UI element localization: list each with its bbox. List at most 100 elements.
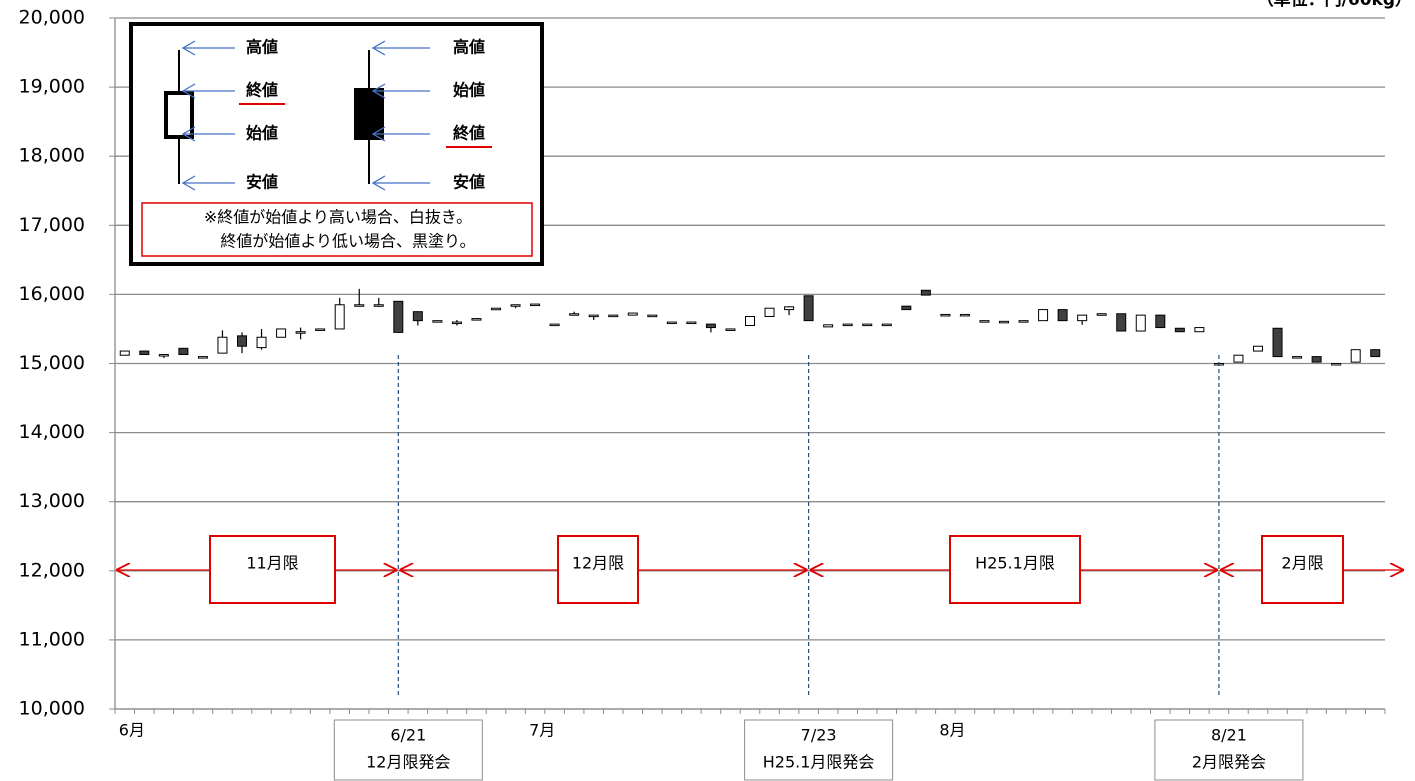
candle-body bbox=[920, 289, 931, 296]
y-tick-label: 11,000 bbox=[19, 628, 85, 650]
candle-body bbox=[764, 307, 775, 318]
candle-body bbox=[608, 314, 619, 318]
candle-body bbox=[803, 295, 814, 322]
x-tick-label: 6月 bbox=[119, 721, 145, 740]
candle-body bbox=[451, 321, 462, 325]
candle-body bbox=[549, 323, 560, 327]
y-tick-label: 10,000 bbox=[19, 698, 85, 720]
candle-body bbox=[334, 304, 345, 330]
candle-body bbox=[979, 320, 990, 323]
candle-body bbox=[1174, 327, 1185, 333]
legend-label: 終値 bbox=[453, 124, 485, 143]
period-box bbox=[209, 535, 336, 604]
candle-body bbox=[315, 328, 326, 331]
candle-body bbox=[862, 323, 873, 327]
legend-body bbox=[164, 91, 194, 139]
candle-body bbox=[178, 347, 189, 356]
candle-body bbox=[1331, 363, 1342, 366]
legend-arrowhead bbox=[181, 40, 196, 56]
candle-body bbox=[510, 304, 521, 307]
period-box bbox=[557, 535, 639, 604]
candle-body bbox=[1233, 354, 1244, 363]
candle-body bbox=[197, 356, 208, 359]
candle-body bbox=[217, 336, 228, 354]
y-tick-label: 16,000 bbox=[19, 283, 85, 305]
candle-body bbox=[940, 313, 951, 317]
y-tick-label: 13,000 bbox=[19, 490, 85, 512]
unit-label: （単位：円/60kg） bbox=[1257, 0, 1412, 10]
y-tick-label: 20,000 bbox=[19, 7, 85, 29]
candle-body bbox=[745, 316, 755, 326]
period-box bbox=[1261, 535, 1344, 604]
legend-label: 始値 bbox=[453, 81, 485, 100]
candle-body bbox=[569, 313, 580, 316]
legend-label: 終値 bbox=[246, 81, 278, 100]
candle-body bbox=[471, 318, 482, 321]
candle-body bbox=[1311, 356, 1322, 363]
candle-body bbox=[705, 323, 716, 329]
x-tick-label: 8月 bbox=[939, 721, 965, 740]
y-tick-label: 15,000 bbox=[19, 352, 85, 374]
candle-body bbox=[530, 303, 541, 307]
y-tick-label: 18,000 bbox=[19, 145, 85, 167]
candle-body bbox=[823, 324, 834, 328]
candle-body bbox=[1370, 349, 1381, 358]
legend-arrowhead bbox=[181, 126, 196, 142]
candle-body bbox=[666, 321, 677, 325]
candle-body bbox=[1096, 313, 1107, 316]
candle-body bbox=[1155, 314, 1166, 329]
candle-body bbox=[295, 331, 306, 334]
y-tick-label: 17,000 bbox=[19, 214, 85, 236]
legend-arrowhead bbox=[181, 83, 196, 99]
candle-body bbox=[1135, 314, 1146, 332]
y-tick-label: 19,000 bbox=[19, 76, 85, 98]
candle-body bbox=[881, 323, 892, 327]
rollover-box bbox=[744, 719, 894, 781]
candle-body bbox=[158, 354, 169, 357]
candle-body bbox=[432, 320, 443, 323]
candle-body bbox=[1292, 356, 1303, 359]
legend-body bbox=[354, 88, 384, 140]
candle-body bbox=[725, 328, 736, 331]
legend-label: 安値 bbox=[453, 173, 485, 192]
candle-body bbox=[1038, 309, 1049, 322]
legend-arrowhead bbox=[371, 175, 386, 191]
candle-body bbox=[686, 321, 697, 325]
legend-arrowhead bbox=[181, 175, 196, 191]
legend-arrowhead bbox=[371, 126, 386, 142]
rollover-label: H25.1月限発会 bbox=[763, 753, 875, 772]
y-tick-label: 14,000 bbox=[19, 421, 85, 443]
candle-body bbox=[1350, 349, 1361, 363]
candle-body bbox=[1253, 345, 1263, 352]
candle-body bbox=[393, 300, 404, 333]
legend-arrowhead bbox=[371, 40, 386, 56]
candle-body bbox=[647, 314, 658, 318]
candle-body bbox=[1116, 313, 1127, 332]
period-label: 2月限 bbox=[1281, 554, 1323, 573]
candle-body bbox=[412, 311, 423, 322]
rollover-label: 12月限発会 bbox=[366, 753, 450, 772]
rollover-box bbox=[1154, 719, 1304, 781]
period-label: 12月限 bbox=[572, 554, 624, 573]
candle-body bbox=[237, 335, 247, 347]
rollover-label: 2月限発会 bbox=[1192, 753, 1266, 772]
x-tick-label: 7月 bbox=[529, 721, 555, 740]
candle-body bbox=[119, 350, 130, 356]
candle-body bbox=[256, 336, 267, 349]
rollover-date: 8/21 bbox=[1211, 726, 1247, 745]
legend-label: 始値 bbox=[246, 124, 278, 143]
legend-note-box bbox=[141, 202, 533, 257]
legend-arrowhead bbox=[371, 83, 386, 99]
candle-body bbox=[1272, 327, 1283, 358]
candle-body bbox=[627, 312, 638, 316]
legend-note: 終値が始値より低い場合、黒塗り。 bbox=[220, 232, 475, 251]
candle-body bbox=[999, 320, 1009, 324]
y-tick-label: 12,000 bbox=[19, 559, 85, 581]
candle-body bbox=[959, 313, 970, 317]
legend-label: 高値 bbox=[246, 38, 278, 57]
candle-body bbox=[1018, 320, 1029, 323]
candle-body bbox=[276, 328, 287, 338]
candle-body bbox=[901, 305, 912, 311]
period-label: 11月限 bbox=[246, 554, 298, 573]
